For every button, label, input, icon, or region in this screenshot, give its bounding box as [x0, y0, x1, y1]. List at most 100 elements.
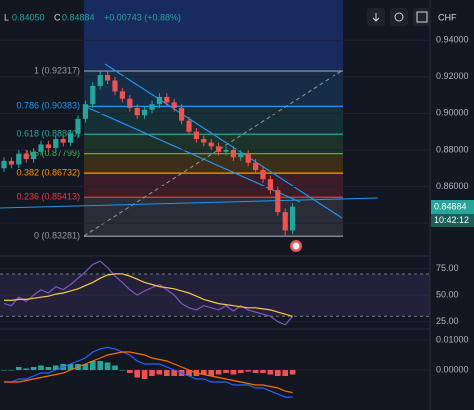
fib-top-zone [84, 0, 343, 70]
indicator-line [4, 346, 293, 398]
histogram-bar [230, 370, 237, 375]
change-value: +0.00743 (+0.88%) [104, 12, 181, 22]
fib-zone [84, 173, 343, 198]
candle-body [68, 133, 74, 143]
candle-body [142, 109, 148, 116]
candle-body [75, 118, 81, 134]
countdown-tag [431, 214, 474, 227]
histogram-bar [127, 370, 133, 374]
y-tick-label: 0.90000 [436, 108, 469, 118]
price-tag [431, 200, 474, 214]
fullscreen-button[interactable] [413, 8, 431, 26]
fib-label: 1 (0.92317) [34, 65, 80, 75]
histogram-bar [8, 370, 15, 371]
histogram-bar [30, 366, 37, 370]
histogram-bar [134, 370, 140, 378]
y-tick-label: 50.00 [436, 289, 459, 299]
fib-label: 0.618 (0.88860) [16, 129, 80, 139]
fib-trend-line [83, 69, 344, 237]
candle-body [45, 144, 51, 149]
histogram-bar [245, 370, 251, 372]
y-tick-label: 0.94000 [436, 35, 469, 45]
candle-body [208, 142, 214, 147]
y-tick-label: 25.00 [436, 316, 459, 326]
low-label: L [4, 12, 9, 22]
candle-body [127, 98, 133, 108]
candle-body [53, 138, 59, 149]
y-tick-label: 75.00 [436, 263, 459, 273]
candle-body [186, 120, 192, 132]
icon [372, 13, 380, 22]
histogram-bar [260, 370, 266, 374]
histogram-bar [82, 363, 89, 370]
histogram-bar [104, 362, 111, 370]
histogram-bar [112, 365, 118, 370]
histogram-bar [208, 370, 214, 377]
candle-body [193, 131, 199, 139]
candle-body [201, 138, 207, 143]
candle-body [230, 149, 236, 158]
histogram-bar [16, 366, 22, 370]
y-tick-label: 0.86000 [436, 181, 469, 191]
icon [394, 12, 404, 22]
candle-body [245, 153, 251, 163]
histogram-bar [119, 370, 126, 371]
fib-label: 0 (0.83281) [34, 231, 80, 241]
countdown-text: 10:42:12 [434, 215, 469, 225]
fib-label: 0.236 (0.85413) [16, 192, 80, 202]
horizontal-line [0, 197, 379, 209]
candle-body [282, 212, 288, 231]
candle-body [156, 96, 162, 105]
y-tick-label: 0.92000 [436, 71, 469, 81]
histogram-bar [45, 366, 52, 370]
indicator-line [4, 351, 293, 394]
candle-body [38, 144, 44, 152]
channel-line [104, 63, 343, 219]
candle-body [1, 160, 7, 169]
indicator-line [4, 273, 293, 317]
candle-body [119, 91, 125, 99]
candle-body [60, 138, 66, 143]
histogram-bar [171, 370, 177, 377]
candle-body [216, 146, 222, 152]
candle-body [238, 153, 244, 158]
candle-body [16, 153, 22, 165]
candle-body [134, 107, 140, 116]
plot: 0.940000.920000.900000.880000.860000.840… [0, 35, 469, 398]
currency: CHF [438, 12, 457, 22]
histogram-bar [223, 370, 229, 374]
histogram-bar [38, 365, 44, 370]
candle-body [31, 151, 37, 160]
candle-body [8, 160, 14, 165]
fib-label: 0.5 (0.87799) [26, 148, 80, 158]
histogram-bar [275, 370, 281, 377]
price-tag-text: 0.84884 [434, 201, 467, 211]
histogram-bar [67, 363, 74, 370]
y-tick-label: 0.01000 [436, 334, 469, 344]
histogram-bar [215, 370, 222, 375]
candle-body [97, 74, 103, 86]
candle-body [179, 107, 185, 121]
settings-button[interactable] [390, 8, 408, 26]
histogram-bar [252, 370, 259, 374]
histogram-bar [164, 370, 170, 377]
candle-body [90, 85, 96, 105]
fib-label: 0.786 (0.90383) [16, 101, 80, 111]
candle-body [223, 149, 229, 152]
histogram-bar [97, 360, 103, 370]
y-tick-label: 0.88000 [436, 144, 469, 154]
histogram-bar [90, 360, 96, 370]
channel-line [83, 105, 301, 203]
low-value: 0.84050 [12, 12, 45, 22]
histogram-bar [186, 370, 192, 377]
histogram-bar [201, 370, 207, 375]
candle-body [23, 153, 29, 160]
event-flag-inner [292, 242, 300, 250]
icon [416, 11, 428, 23]
histogram-bar [149, 370, 155, 377]
histogram-bar [289, 370, 296, 375]
candle-body [105, 74, 111, 81]
candle-body [275, 190, 281, 213]
